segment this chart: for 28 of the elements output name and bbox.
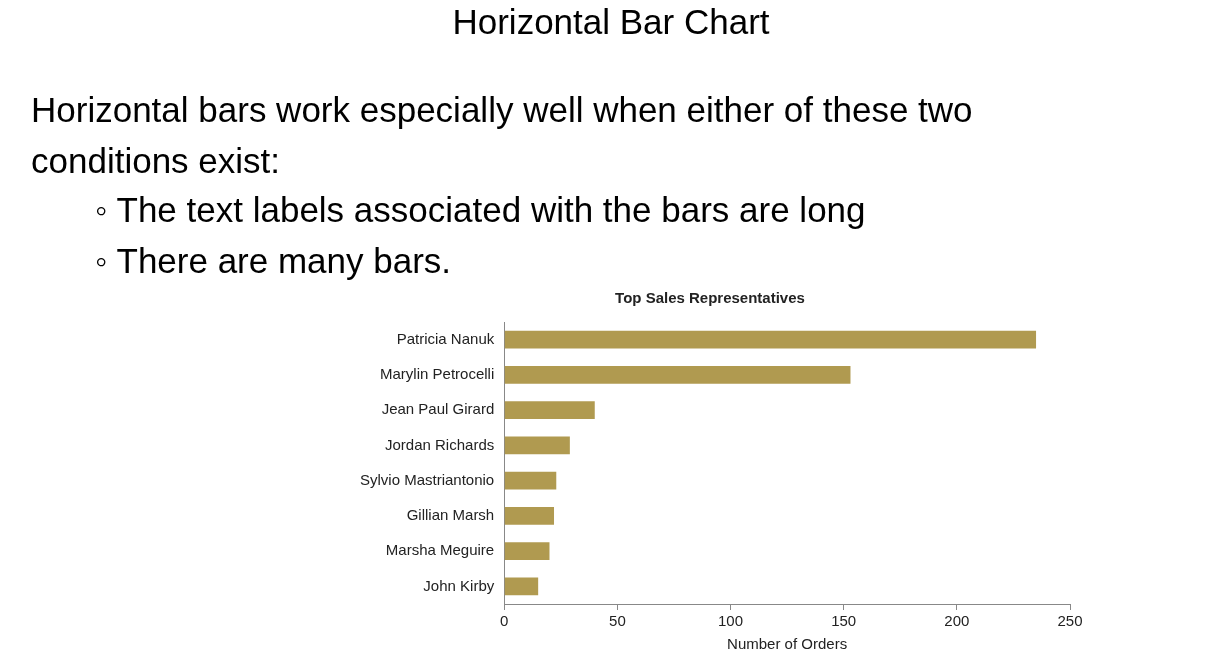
y-tick-label: John Kirby — [423, 576, 495, 594]
bar — [504, 542, 550, 560]
bar — [504, 330, 1037, 349]
bar — [504, 436, 570, 455]
y-tick-label: Marsha Meguire — [385, 541, 495, 559]
y-tick-label: Marylin Petrocelli — [380, 365, 495, 383]
text: ◦ The text labels associated with the bars are long — [95, 189, 866, 231]
x-tick-label: 50 — [609, 612, 626, 630]
y-tick-label: Sylvio Mastriantonio — [359, 470, 495, 488]
bar — [504, 366, 851, 384]
x-tick-label: 100 — [718, 612, 744, 630]
bar — [504, 507, 555, 525]
bar — [504, 471, 557, 490]
text: Horizontal bars work especially well when either of these two conditions exist: — [31, 89, 974, 182]
y-tick-label: Gillian Marsh — [406, 506, 495, 524]
text: Horizontal Bar Chart — [451, 2, 771, 42]
text: ◦ There are many bars. — [95, 240, 453, 282]
y-tick-label: Patricia Nanuk — [396, 329, 495, 347]
x-tick-label: 250 — [1057, 612, 1083, 630]
x-axis-title: Number of Orders — [727, 635, 848, 653]
bar — [504, 401, 595, 419]
y-tick-label: Jordan Richards — [385, 435, 495, 453]
x-tick-label: 150 — [831, 612, 857, 630]
bar — [504, 577, 539, 596]
chart-title: Top Sales Representatives — [615, 289, 805, 307]
x-tick-label: 200 — [944, 612, 970, 630]
y-tick-label: Jean Paul Girard — [381, 400, 495, 418]
x-tick-label: 0 — [500, 612, 509, 630]
